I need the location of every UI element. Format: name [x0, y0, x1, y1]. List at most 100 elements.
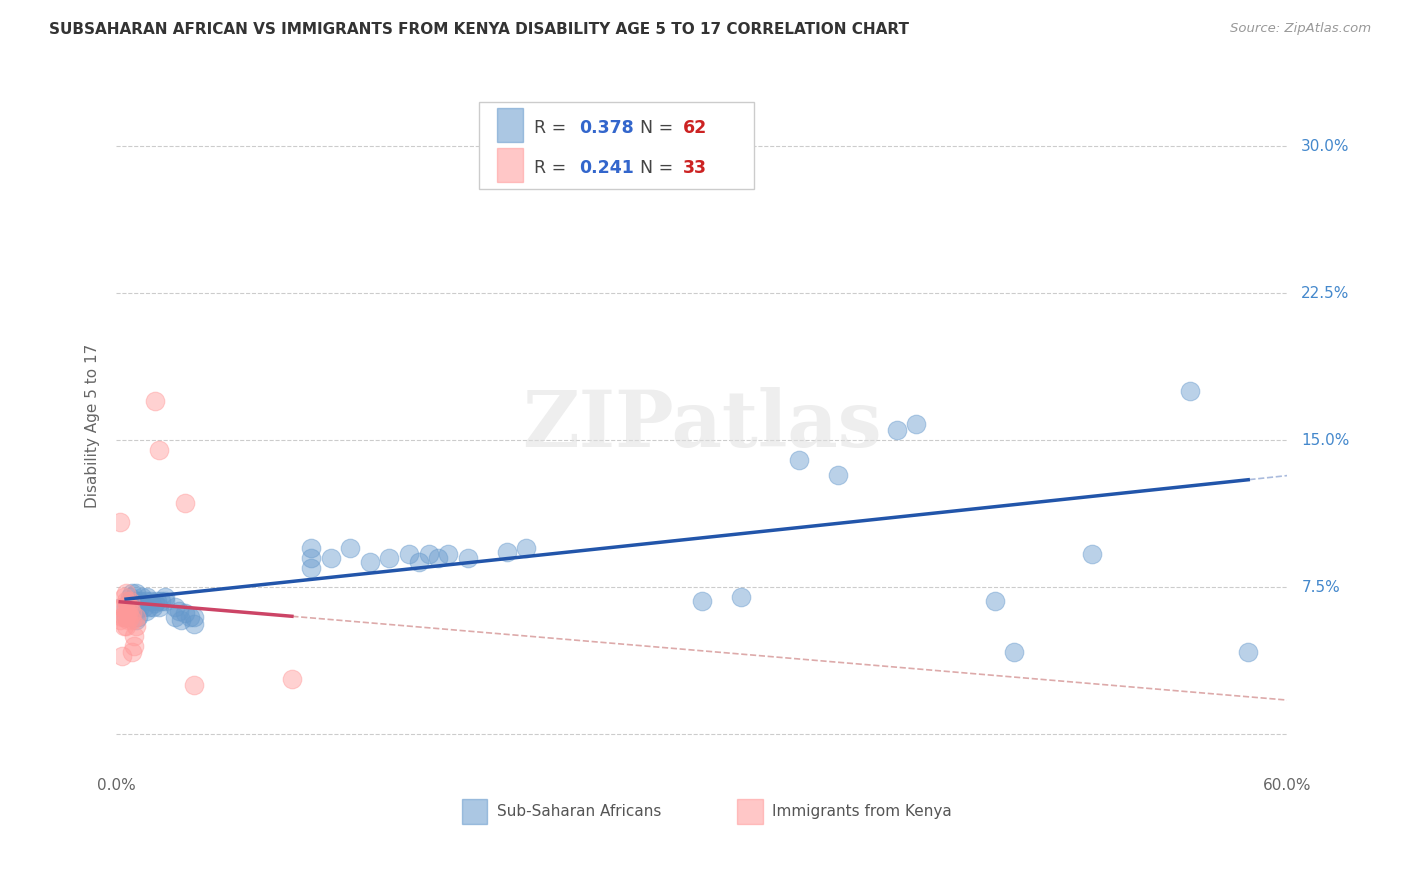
- Point: [183, 678, 205, 692]
- Point: [118, 609, 141, 624]
- Point: [143, 596, 166, 610]
- Text: N =: N =: [640, 159, 679, 177]
- Text: Sub-Saharan Africans: Sub-Saharan Africans: [496, 804, 661, 819]
- Point: [173, 496, 195, 510]
- Point: [125, 614, 148, 628]
- Point: [183, 617, 205, 632]
- Text: 7.5%: 7.5%: [1302, 580, 1340, 595]
- Point: [121, 586, 143, 600]
- Text: SUBSAHARAN AFRICAN VS IMMIGRANTS FROM KENYA DISABILITY AGE 5 TO 17 CORRELATION C: SUBSAHARAN AFRICAN VS IMMIGRANTS FROM KE…: [49, 22, 910, 37]
- Point: [117, 606, 139, 620]
- Y-axis label: Disability Age 5 to 17: Disability Age 5 to 17: [86, 343, 100, 508]
- Point: [115, 604, 138, 618]
- FancyBboxPatch shape: [479, 102, 755, 189]
- Point: [125, 619, 148, 633]
- FancyBboxPatch shape: [496, 148, 523, 182]
- Point: [301, 560, 323, 574]
- Point: [398, 547, 420, 561]
- Point: [1237, 645, 1260, 659]
- Point: [170, 614, 193, 628]
- FancyBboxPatch shape: [461, 799, 488, 824]
- Point: [118, 590, 141, 604]
- Point: [125, 604, 148, 618]
- Point: [173, 606, 195, 620]
- Point: [148, 442, 170, 457]
- Point: [457, 550, 479, 565]
- Point: [142, 599, 165, 614]
- Point: [183, 609, 205, 624]
- Point: [118, 594, 141, 608]
- Point: [515, 541, 537, 555]
- Text: ZIPatlas: ZIPatlas: [522, 387, 882, 463]
- Point: [135, 604, 157, 618]
- Point: [118, 594, 141, 608]
- Point: [138, 599, 160, 614]
- Text: Immigrants from Kenya: Immigrants from Kenya: [772, 804, 952, 819]
- Point: [125, 586, 148, 600]
- Point: [121, 606, 143, 620]
- Point: [378, 550, 401, 565]
- FancyBboxPatch shape: [496, 108, 523, 142]
- Point: [827, 468, 849, 483]
- Point: [730, 590, 752, 604]
- Point: [135, 594, 157, 608]
- Point: [418, 547, 440, 561]
- Point: [125, 609, 148, 624]
- Point: [111, 599, 134, 614]
- Point: [1002, 645, 1025, 659]
- Text: 22.5%: 22.5%: [1302, 285, 1350, 301]
- Point: [115, 594, 138, 608]
- Text: 30.0%: 30.0%: [1302, 138, 1350, 153]
- Point: [339, 541, 361, 555]
- Point: [112, 590, 135, 604]
- Point: [125, 594, 148, 608]
- Point: [115, 609, 138, 624]
- Point: [153, 590, 176, 604]
- Point: [163, 609, 186, 624]
- Point: [359, 555, 381, 569]
- Point: [437, 547, 460, 561]
- Point: [122, 629, 145, 643]
- Text: Source: ZipAtlas.com: Source: ZipAtlas.com: [1230, 22, 1371, 36]
- Point: [115, 609, 138, 624]
- Point: [115, 586, 138, 600]
- Point: [108, 516, 131, 530]
- Point: [122, 599, 145, 614]
- Text: N =: N =: [640, 119, 679, 136]
- Text: 33: 33: [683, 159, 707, 177]
- Point: [122, 639, 145, 653]
- Point: [593, 169, 616, 183]
- Text: R =: R =: [534, 119, 572, 136]
- Point: [141, 594, 163, 608]
- Point: [153, 594, 176, 608]
- Point: [115, 619, 138, 633]
- Point: [115, 599, 138, 614]
- Point: [111, 648, 134, 663]
- Point: [128, 599, 150, 614]
- Point: [127, 609, 149, 624]
- Point: [121, 614, 143, 628]
- Point: [112, 609, 135, 624]
- Point: [319, 550, 342, 565]
- Text: 15.0%: 15.0%: [1302, 433, 1350, 448]
- Point: [111, 609, 134, 624]
- Text: 0.378: 0.378: [579, 119, 634, 136]
- Point: [121, 645, 143, 659]
- Text: 62: 62: [683, 119, 707, 136]
- Point: [1178, 384, 1201, 398]
- Text: 0.241: 0.241: [579, 159, 634, 177]
- FancyBboxPatch shape: [737, 799, 762, 824]
- Point: [179, 609, 201, 624]
- Point: [1081, 547, 1104, 561]
- Text: R =: R =: [534, 159, 572, 177]
- Point: [143, 393, 166, 408]
- Point: [146, 594, 169, 608]
- Point: [301, 541, 323, 555]
- Point: [136, 590, 159, 604]
- Point: [495, 545, 517, 559]
- Point: [148, 599, 170, 614]
- Point: [690, 594, 713, 608]
- Point: [150, 594, 173, 608]
- Point: [281, 672, 304, 686]
- Point: [112, 599, 135, 614]
